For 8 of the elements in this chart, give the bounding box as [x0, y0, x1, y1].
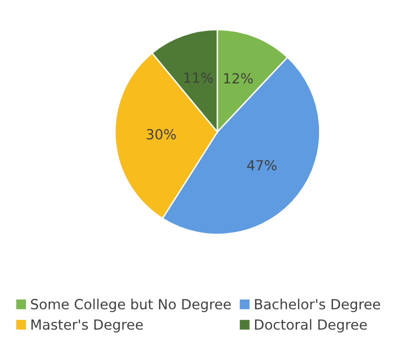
data-label: 47%: [247, 160, 277, 171]
legend-label: Bachelor's Degree: [255, 298, 380, 312]
legend-label: Master's Degree: [31, 319, 143, 332]
data-label: 12%: [224, 73, 253, 84]
legend-label: Some College but No Degree: [31, 298, 231, 312]
data-label: 11%: [184, 72, 213, 83]
data-label: 30%: [146, 129, 176, 140]
legend-label: Doctoral Degree: [255, 319, 367, 332]
